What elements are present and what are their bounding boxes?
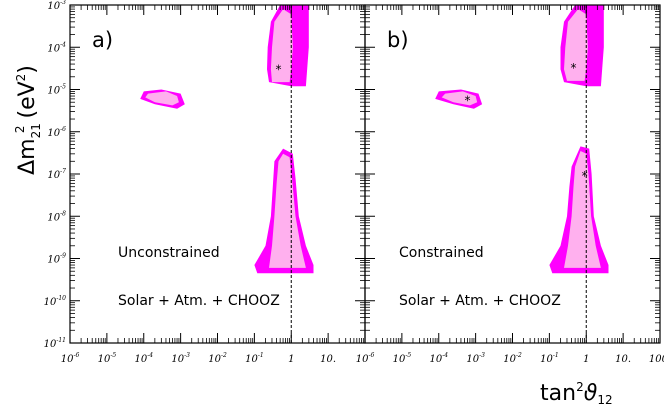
y-tick-label: 10-6 (47, 126, 66, 139)
y-axis-title: Δm212 (eV2) (13, 65, 43, 175)
x-tick-label: 10-1 (540, 352, 559, 365)
x-tick-label: 10-6 (356, 352, 375, 365)
x-tick-labels: 10-6 10-5 10-4 10-3 10-2 10-1 1 10. 10-6 10-5 10-4… (61, 352, 664, 365)
region-sma-inner (441, 91, 478, 106)
panel-title: Constrained (399, 245, 484, 261)
x-tick-label: 10-1 (245, 352, 264, 365)
region-lma-inner (270, 9, 293, 83)
region-lma-inner (564, 9, 588, 81)
x-tick-label: 1 (288, 354, 294, 365)
panel-subtitle: Solar + Atm. + CHOOZ (399, 293, 561, 309)
y-tick-label: 10-7 (47, 168, 66, 181)
x-tick-label: 10-6 (61, 352, 80, 365)
y-tick-label: 10-10 (44, 295, 67, 308)
panel-label: b) (387, 28, 409, 52)
x-tick-label: 10-5 (393, 352, 412, 365)
x-tick-label: 10. (320, 354, 336, 365)
panel-title: Unconstrained (118, 245, 220, 261)
panels-group: * a) Unconstrained Solar + Atm. + CHOOZ * * * b… (69, 4, 661, 344)
ticks (69, 4, 366, 344)
panel-a: * a) Unconstrained Solar + Atm. + CHOOZ (69, 4, 366, 344)
best-fit-point: * (582, 169, 588, 183)
best-fit-point: * (570, 61, 576, 75)
y-tick-label: 10-11 (44, 337, 66, 350)
y-tick-label: 10-5 (47, 84, 66, 97)
panel-subtitle: Solar + Atm. + CHOOZ (118, 293, 280, 309)
x-tick-label: 10-4 (134, 352, 153, 365)
y-tick-label: 10-4 (47, 41, 66, 54)
x-tick-label: 100. (649, 354, 664, 365)
region-low-inner (269, 153, 306, 268)
y-tick-labels: 10-3 10-4 10-5 10-6 10-7 10-8 10-9 10-10 10-11 (44, 0, 67, 350)
x-tick-label: 10. (615, 354, 631, 365)
best-fit-point: * (464, 93, 470, 107)
y-tick-label: 10-8 (47, 210, 66, 223)
x-tick-label: 10-2 (208, 352, 227, 365)
x-tick-label: 10-5 (98, 352, 117, 365)
best-fit-point: * (275, 62, 281, 76)
x-tick-label: 10-2 (503, 352, 522, 365)
region-low-inner (564, 151, 601, 268)
y-tick-label: 10-9 (47, 253, 66, 266)
ticks (364, 4, 661, 344)
panel-b: * * * b) Constrained Solar + Atm. + CHOOZ (364, 4, 661, 344)
x-tick-label: 10-4 (429, 352, 448, 365)
y-tick-label: 10-3 (47, 0, 66, 12)
x-axis-title: tan2ϑ12 (540, 380, 613, 407)
region-sma-inner (145, 91, 179, 106)
x-tick-label: 1 (583, 354, 589, 365)
panel-label: a) (92, 28, 113, 52)
x-tick-label: 10-3 (466, 352, 485, 365)
x-tick-label: 10-3 (171, 352, 190, 365)
